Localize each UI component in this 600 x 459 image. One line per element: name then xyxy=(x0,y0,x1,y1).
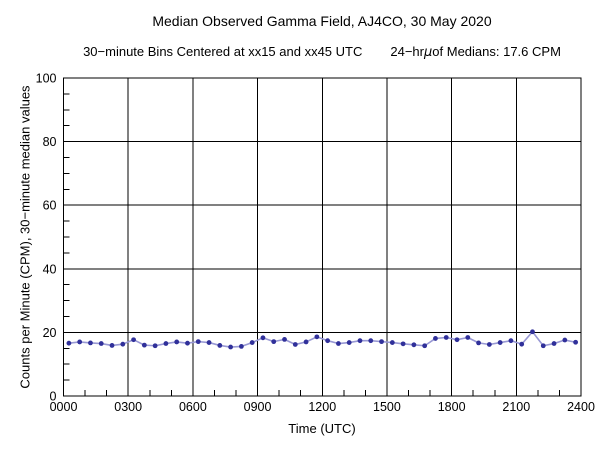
data-point-marker xyxy=(443,335,449,340)
data-point-marker xyxy=(206,340,212,345)
data-point-marker xyxy=(562,337,568,343)
data-point-marker xyxy=(551,341,557,346)
data-point-marker xyxy=(238,343,244,349)
data-point-marker xyxy=(476,340,481,346)
x-tick-label: 0000 xyxy=(50,400,78,414)
data-point-marker xyxy=(131,337,136,343)
x-tick-label: 2400 xyxy=(567,400,595,414)
x-tick-label: 0900 xyxy=(244,400,272,414)
data-point-marker xyxy=(163,341,169,346)
chart-subtitle: 30−minute Bins Centered at xx15 and xx45… xyxy=(63,44,581,60)
data-point-marker xyxy=(508,338,514,344)
data-point-marker xyxy=(486,342,492,347)
subtitle-mean-suffix: of Medians: 17.6 CPM xyxy=(432,44,561,59)
data-point-marker xyxy=(195,339,201,345)
data-point-marker xyxy=(249,340,255,345)
data-series xyxy=(66,329,579,350)
data-point-marker xyxy=(98,341,104,346)
data-point-marker xyxy=(368,338,374,344)
minor-ticks xyxy=(63,93,560,396)
data-point-marker xyxy=(530,329,535,335)
data-point-marker xyxy=(454,337,460,343)
subtitle-mean-prefix: 24−hr xyxy=(390,44,424,59)
data-point-marker xyxy=(271,339,277,345)
data-point-marker xyxy=(120,341,126,347)
x-tick-label: 0300 xyxy=(114,400,142,414)
data-point-marker xyxy=(66,340,72,346)
data-point-marker xyxy=(540,343,546,349)
data-point-marker xyxy=(109,343,115,348)
data-point-marker xyxy=(174,339,180,345)
data-point-marker xyxy=(433,336,438,341)
data-point-marker xyxy=(400,341,406,347)
y-tick-label: 100 xyxy=(36,72,57,86)
data-point-marker xyxy=(185,340,190,346)
data-point-marker xyxy=(357,338,363,344)
data-point-marker xyxy=(292,342,298,347)
data-point-marker xyxy=(141,342,147,348)
data-point-marker xyxy=(325,338,331,344)
x-tick-label: 1200 xyxy=(308,400,336,414)
data-point-marker xyxy=(389,340,395,345)
data-point-marker xyxy=(303,339,309,345)
data-point-marker xyxy=(152,343,158,349)
x-tick-label: 2100 xyxy=(502,400,530,414)
x-tick-labels: 0000 0300 0600 0900 1200 1500 1800 2100 2400 xyxy=(50,400,595,414)
data-point-marker xyxy=(217,343,223,348)
data-point-marker xyxy=(314,334,320,340)
data-point-marker xyxy=(88,340,93,346)
data-point-marker xyxy=(573,339,579,345)
plot-border xyxy=(62,77,582,397)
data-point-marker xyxy=(260,335,266,341)
data-point-marker xyxy=(465,335,471,340)
data-point-marker xyxy=(519,341,525,347)
x-tick-label: 1500 xyxy=(373,400,401,414)
major-gridlines xyxy=(63,77,582,397)
y-tick-label: 40 xyxy=(43,262,57,276)
y-tick-label: 60 xyxy=(43,199,57,213)
data-point-marker xyxy=(77,339,83,345)
x-tick-label: 0600 xyxy=(179,400,207,414)
chart-title: Median Observed Gamma Field, AJ4CO, 30 M… xyxy=(152,13,492,29)
data-point-marker xyxy=(282,336,287,342)
data-point-marker xyxy=(497,340,503,345)
data-point-marker xyxy=(336,341,341,346)
y-tick-label: 20 xyxy=(43,326,57,340)
y-tick-label: 80 xyxy=(43,135,57,149)
x-tick-label: 1800 xyxy=(438,400,466,414)
y-tick-labels: 0 20 40 60 80 100 xyxy=(36,72,57,404)
mu-symbol: μ xyxy=(424,45,433,60)
y-tick-label: 0 xyxy=(50,390,57,404)
data-point-marker xyxy=(228,344,234,350)
data-point-marker xyxy=(346,340,352,345)
data-point-marker xyxy=(411,342,417,348)
data-point-marker xyxy=(422,343,428,349)
x-axis-label: Time (UTC) xyxy=(288,421,356,436)
data-point-marker xyxy=(379,339,384,345)
subtitle-bins: 30−minute Bins Centered at xx15 and xx45… xyxy=(83,44,363,59)
